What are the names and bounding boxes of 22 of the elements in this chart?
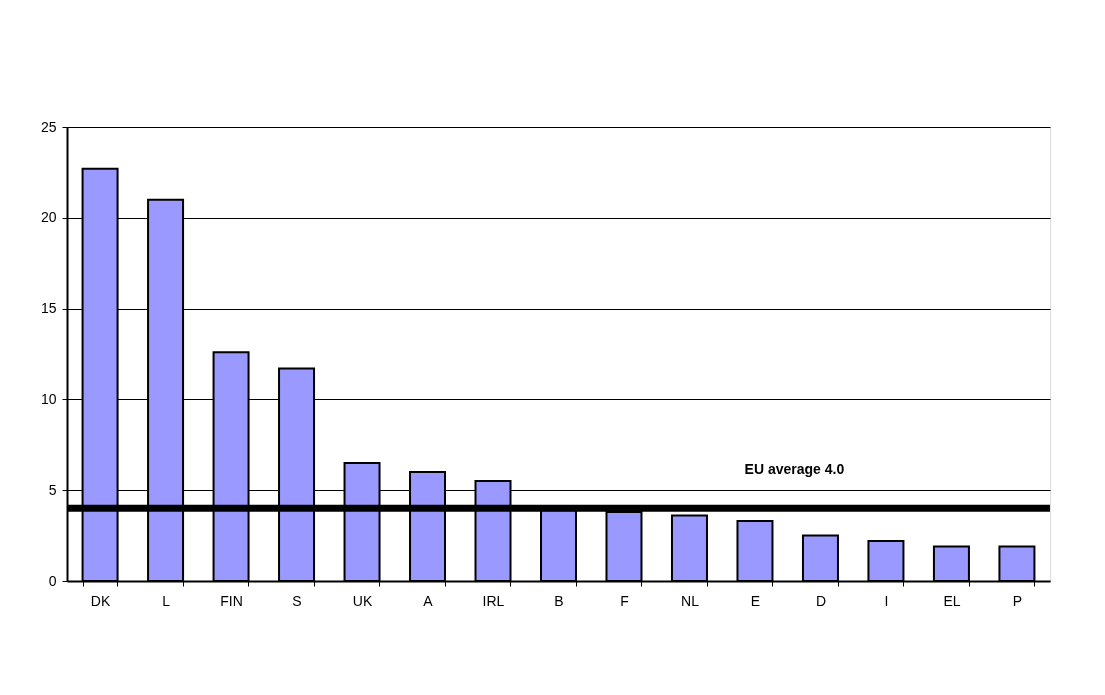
x-tick-label: UK (352, 592, 373, 609)
ref-line-label: EU average 4.0 (744, 461, 845, 478)
x-tick-label: NL (681, 592, 700, 609)
y-tick-label: 25 (40, 118, 57, 135)
x-tick-label: S (292, 592, 302, 609)
x-tick-label: P (1012, 592, 1023, 609)
x-tick-label: B (554, 592, 564, 609)
x-tick-label: DK (90, 592, 111, 609)
y-tick-label: 10 (40, 390, 57, 407)
x-tick-label: E (750, 592, 761, 609)
y-tick-label: 0 (48, 572, 57, 589)
x-tick-label: L (162, 592, 171, 609)
y-tick-label: 20 (40, 209, 57, 226)
y-tick-label: 5 (48, 481, 57, 498)
x-tick-label: I (884, 592, 889, 609)
y-tick-label: 15 (40, 300, 57, 317)
x-tick-label: F (620, 592, 629, 609)
x-tick-label: D (815, 592, 827, 609)
x-tick-label: FIN (220, 592, 243, 609)
x-tick-label: A (423, 592, 434, 609)
x-tick-label: IRL (482, 592, 505, 609)
x-tick-label: EL (943, 592, 961, 609)
